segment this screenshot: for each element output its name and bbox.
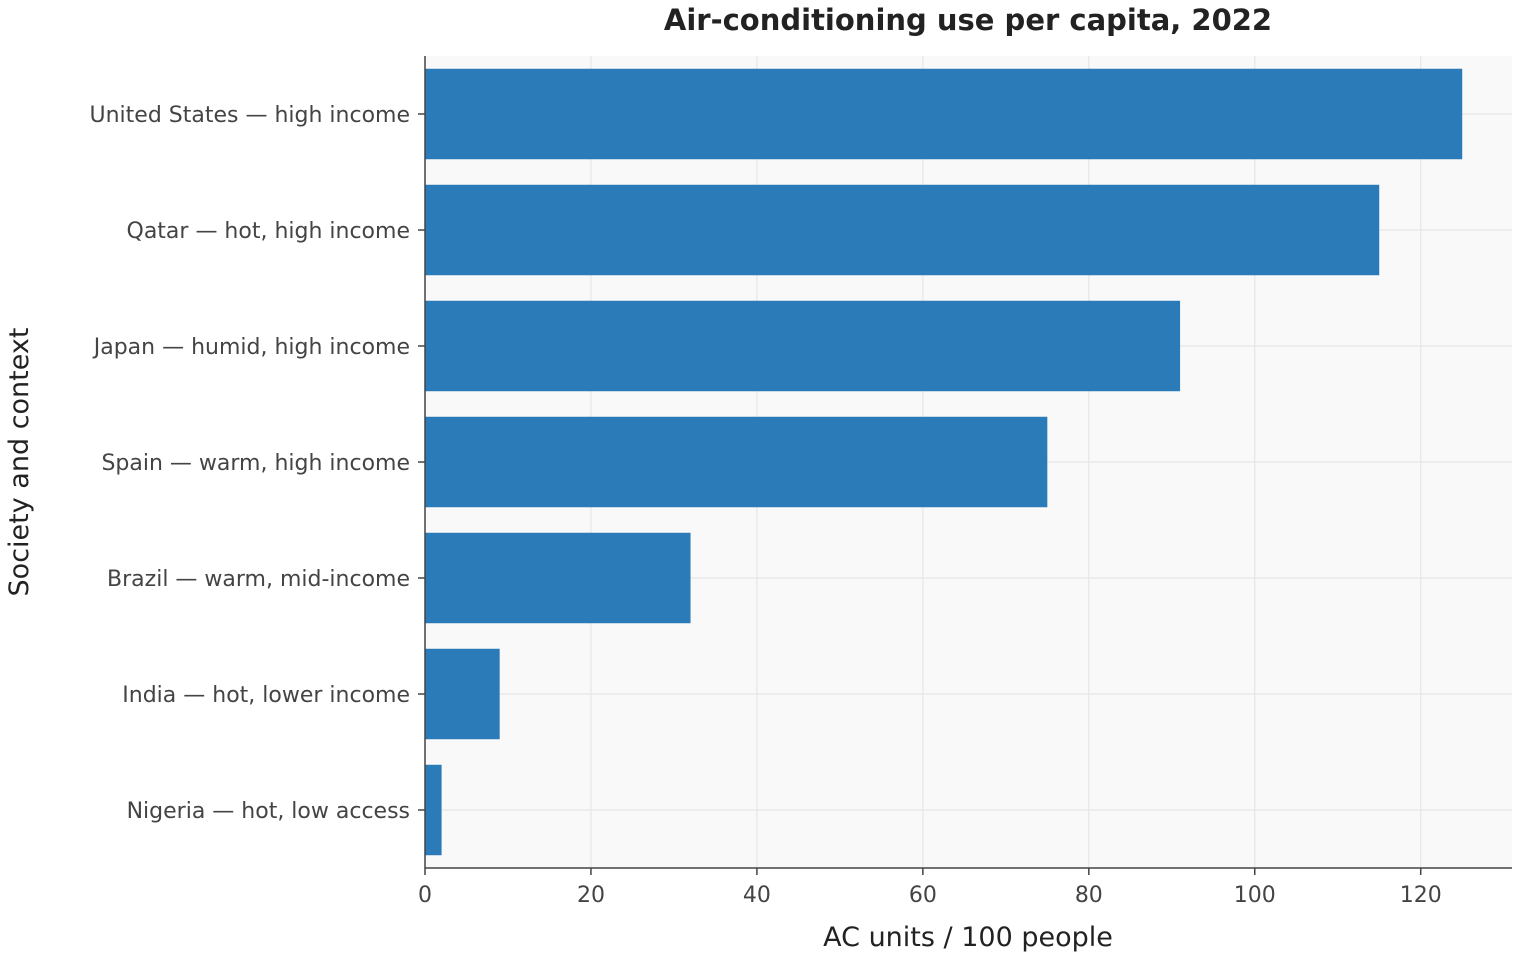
y-tick-label: Brazil — warm, mid-income: [107, 567, 410, 592]
x-tick-label: 100: [1234, 883, 1276, 908]
bar: [425, 68, 1463, 160]
y-tick-label: Spain — warm, high income: [101, 451, 410, 476]
bar: [425, 184, 1380, 276]
bar: [425, 764, 442, 856]
x-tick-label: 40: [743, 883, 771, 908]
x-axis-ticks: 0 20 40 60 80 100 120: [418, 868, 1442, 908]
bar: [425, 300, 1181, 392]
x-tick-label: 120: [1400, 883, 1442, 908]
bar: [425, 532, 691, 624]
y-tick-label: United States — high income: [90, 103, 411, 128]
bars: [425, 68, 1463, 856]
x-tick-label: 0: [418, 883, 432, 908]
chart-title: Air-conditioning use per capita, 2022: [664, 3, 1272, 37]
y-axis-ticks: United States — high income Qatar — hot, …: [90, 103, 425, 824]
bar: [425, 648, 500, 740]
x-axis-label: AC units / 100 people: [823, 922, 1113, 953]
y-axis-label: Society and context: [4, 328, 35, 597]
x-tick-label: 60: [909, 883, 937, 908]
x-tick-label: 80: [1075, 883, 1103, 908]
bar: [425, 416, 1048, 508]
y-tick-label: India — hot, lower income: [122, 683, 410, 708]
x-tick-label: 20: [577, 883, 605, 908]
y-tick-label: Nigeria — hot, low access: [127, 799, 410, 824]
y-tick-label: Qatar — hot, high income: [127, 219, 411, 244]
y-tick-label: Japan — humid, high income: [92, 335, 410, 360]
